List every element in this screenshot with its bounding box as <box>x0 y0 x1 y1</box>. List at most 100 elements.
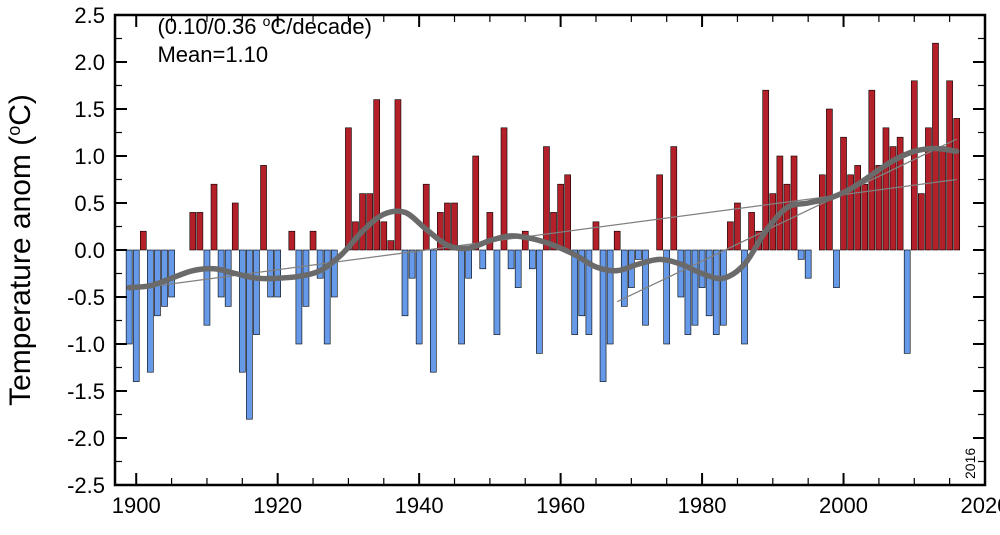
bar <box>381 222 387 250</box>
bar <box>607 250 613 344</box>
bar <box>374 100 380 250</box>
y-axis-label: Temperature anom (oC) <box>4 94 37 406</box>
bar <box>494 250 500 335</box>
bar <box>204 250 210 325</box>
bar <box>466 250 472 278</box>
x-tick-label: 2020 <box>961 493 1000 518</box>
annotation-line: Mean=1.10 <box>157 42 268 67</box>
temperature-anomaly-chart: 1900 1920 1940 1960 1980 2000 2020 -2.5 -2.0 -1.5… <box>0 0 1000 535</box>
bar <box>473 156 479 250</box>
bar <box>678 250 684 297</box>
bar <box>819 175 825 250</box>
bar <box>197 212 203 250</box>
bar <box>855 165 861 250</box>
bar <box>416 250 422 344</box>
bar <box>635 250 641 259</box>
year-stamp: 2016 <box>962 448 978 479</box>
bar <box>480 250 486 269</box>
bar <box>911 81 917 250</box>
bar <box>225 250 231 306</box>
chart-svg: 1900 1920 1940 1960 1980 2000 2020 -2.5 -2.0 -1.5… <box>0 0 1000 535</box>
x-tick-label: 1900 <box>112 493 161 518</box>
bar <box>706 250 712 316</box>
bar <box>784 184 790 250</box>
x-tick-label: 1940 <box>395 493 444 518</box>
bar <box>664 250 670 344</box>
y-tick-label: 0.0 <box>74 238 105 263</box>
bar <box>452 203 458 250</box>
bar <box>862 184 868 250</box>
bar <box>749 212 755 250</box>
y-tick-label: -0.5 <box>67 285 105 310</box>
bar <box>402 250 408 316</box>
bar <box>388 241 394 250</box>
y-tick-label: 1.5 <box>74 97 105 122</box>
y-tick-label: 0.5 <box>74 191 105 216</box>
bar <box>409 250 415 278</box>
bar <box>487 212 493 250</box>
bar <box>522 231 528 250</box>
bar <box>558 184 564 250</box>
bar <box>310 231 316 250</box>
bar <box>614 231 620 250</box>
x-tick-label: 2000 <box>819 493 868 518</box>
bar <box>692 250 698 325</box>
bar <box>218 250 224 297</box>
bar <box>826 109 832 250</box>
bar <box>565 175 571 250</box>
bar <box>904 250 910 353</box>
bar <box>268 250 274 297</box>
bar <box>133 250 139 382</box>
bar <box>211 184 217 250</box>
bar <box>289 231 295 250</box>
y-tick-label: 1.0 <box>74 144 105 169</box>
bar <box>147 250 153 372</box>
bar <box>253 250 259 335</box>
bar <box>671 147 677 250</box>
bar <box>275 250 281 297</box>
bar <box>430 250 436 372</box>
bar <box>798 250 804 259</box>
bar <box>169 250 175 297</box>
bar <box>720 250 726 325</box>
bar <box>395 100 401 250</box>
bar <box>918 194 924 250</box>
bar <box>699 250 705 288</box>
bar <box>940 147 946 250</box>
bar <box>805 250 811 278</box>
x-tick-label: 1920 <box>253 493 302 518</box>
y-tick-label: -2.0 <box>67 426 105 451</box>
bar <box>459 250 465 344</box>
y-tick-label: 2.5 <box>74 3 105 28</box>
bar <box>423 184 429 250</box>
bar <box>657 175 663 250</box>
bar <box>713 250 719 335</box>
bar <box>140 231 146 250</box>
bar <box>345 128 351 250</box>
bar <box>501 128 507 250</box>
bar <box>239 250 245 372</box>
bar <box>536 250 542 353</box>
bar <box>529 250 535 269</box>
bar <box>833 250 839 288</box>
bar <box>954 118 960 250</box>
bar <box>572 250 578 335</box>
bar <box>508 250 514 269</box>
bar <box>876 165 882 250</box>
bar <box>261 165 267 250</box>
bar <box>126 250 132 344</box>
x-tick-label: 1960 <box>536 493 585 518</box>
y-tick-label: -1.5 <box>67 379 105 404</box>
bar <box>593 222 599 250</box>
bar <box>685 250 691 335</box>
bar <box>190 212 196 250</box>
x-tick-label: 1980 <box>678 493 727 518</box>
bar <box>232 203 238 250</box>
y-tick-label: -1.0 <box>67 332 105 357</box>
bar <box>296 250 302 344</box>
y-tick-label: 2.0 <box>74 50 105 75</box>
bar <box>947 81 953 250</box>
bar <box>360 194 366 250</box>
bar <box>515 250 521 288</box>
y-tick-label: -2.5 <box>67 473 105 498</box>
